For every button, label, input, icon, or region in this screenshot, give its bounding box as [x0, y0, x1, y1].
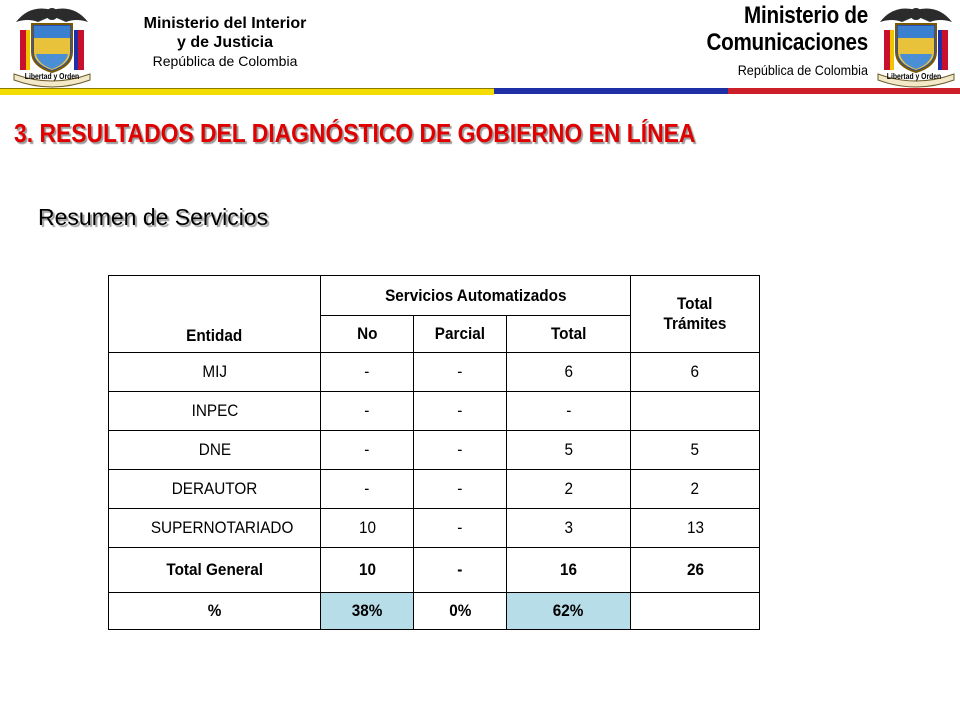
header-entidad: Entidad — [108, 275, 321, 353]
flag-stripe-yellow — [0, 88, 494, 95]
header-no: No — [320, 315, 414, 353]
section-title: 3. RESULTADOS DEL DIAGNÓSTICO DE GOBIERN… — [14, 118, 696, 148]
cell-parcial: - — [413, 508, 507, 548]
left-country-name: República de Colombia — [152, 53, 298, 69]
cell-no: - — [320, 391, 414, 431]
total-general-parcial: - — [413, 547, 507, 593]
flag-stripe-red — [728, 88, 960, 94]
percent-label: % — [108, 592, 321, 630]
cell-entidad: INPEC — [108, 391, 321, 431]
cell-parcial: - — [413, 469, 507, 509]
cell-total: 2 — [506, 469, 631, 509]
right-ministry-name-line1: Ministerio de — [744, 2, 868, 29]
crest-caption: Libertad y Orden — [886, 72, 942, 81]
left-ministry-block: Ministerio del Interior y de Justicia Re… — [100, 14, 350, 70]
cell-tramites — [630, 391, 760, 431]
colombia-coat-of-arms-icon: Libertad y Orden — [6, 0, 98, 92]
header-total: Total — [506, 315, 631, 353]
right-ministry-block: Ministerio de Comunicaciones República d… — [680, 2, 868, 80]
cell-entidad: SUPERNOTARIADO — [108, 508, 321, 548]
table-row: SUPERNOTARIADO 10 - 3 13 — [108, 508, 760, 548]
cell-entidad: MIJ — [108, 352, 321, 392]
header-servicios-automatizados: Servicios Automatizados — [320, 275, 631, 316]
cell-no: - — [320, 352, 414, 392]
right-country-name: República de Colombia — [737, 62, 868, 78]
percent-no: 38% — [320, 592, 414, 630]
subtitle: Resumen de Servicios — [38, 204, 269, 230]
cell-tramites: 2 — [630, 469, 760, 509]
header-parcial: Parcial — [413, 315, 507, 353]
total-general-label: Total General — [108, 547, 321, 593]
left-ministry-name-line1: Ministerio del Interior — [143, 15, 307, 32]
cell-no: - — [320, 469, 414, 509]
cell-no: 10 — [320, 508, 414, 548]
table-row: MIJ - - 6 6 — [108, 352, 760, 392]
cell-entidad: DERAUTOR — [108, 469, 321, 509]
percent-parcial: 0% — [413, 592, 507, 630]
header-total-tramites: Total Trámites — [630, 275, 760, 353]
colombia-coat-of-arms-icon: Libertad y Orden — [872, 0, 960, 92]
total-general-row: Total General 10 - 16 26 — [108, 547, 760, 593]
cell-parcial: - — [413, 391, 507, 431]
right-ministry-name-line2: Comunicaciones — [706, 29, 868, 56]
crest-caption: Libertad y Orden — [24, 72, 80, 81]
percent-tramites — [630, 592, 760, 630]
table-row: DNE - - 5 5 — [108, 430, 760, 470]
cell-parcial: - — [413, 430, 507, 470]
table-row: INPEC - - - — [108, 391, 760, 431]
cell-total: - — [506, 391, 631, 431]
total-general-total: 16 — [506, 547, 631, 593]
flag-stripe-blue — [494, 88, 728, 94]
cell-tramites: 5 — [630, 430, 760, 470]
left-ministry-name-line2: y de Justicia — [176, 34, 274, 51]
services-summary-table: Entidad Servicios Automatizados Total Tr… — [108, 275, 760, 630]
cell-total: 6 — [506, 352, 631, 392]
cell-tramites: 13 — [630, 508, 760, 548]
percent-total: 62% — [506, 592, 631, 630]
cell-no: - — [320, 430, 414, 470]
table-row: DERAUTOR - - 2 2 — [108, 469, 760, 509]
total-general-no: 10 — [320, 547, 414, 593]
cell-total: 3 — [506, 508, 631, 548]
cell-total: 5 — [506, 430, 631, 470]
percent-row: % 38% 0% 62% — [108, 592, 760, 630]
cell-entidad: DNE — [108, 430, 321, 470]
cell-tramites: 6 — [630, 352, 760, 392]
total-general-tramites: 26 — [630, 547, 760, 593]
cell-parcial: - — [413, 352, 507, 392]
